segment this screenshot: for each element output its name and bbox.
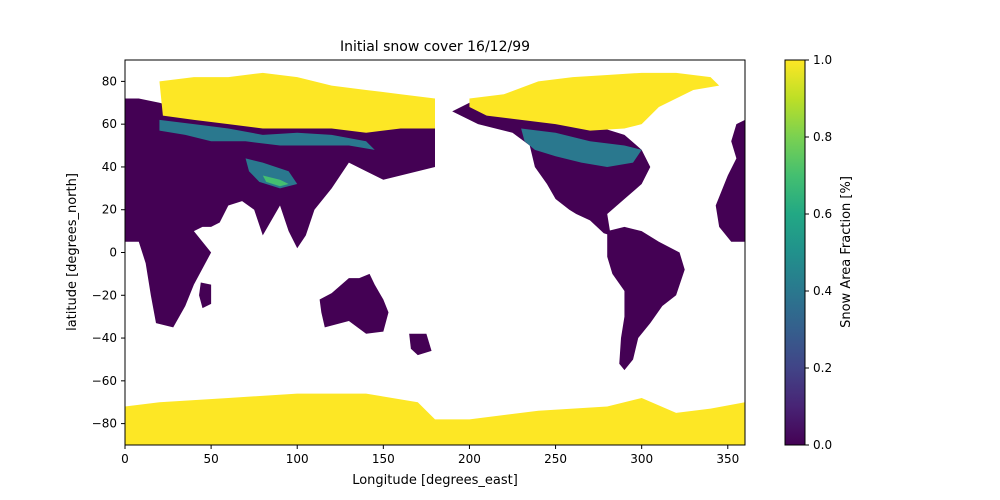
snow-region-13: [125, 393, 745, 445]
y-tick-label: −80: [92, 417, 117, 431]
colorbar-tick-label: 0.0: [813, 438, 832, 452]
snow-region-7: [159, 119, 375, 150]
colorbar-tick-label: 1.0: [813, 53, 832, 67]
snow-region-6: [199, 282, 212, 309]
colorbar-ticks: 0.0 0.2 0.4 0.6 0.8 1.0: [805, 53, 832, 452]
y-axis-label: latitude [degrees_north]: [65, 173, 80, 331]
colorbar-tick-label: 0.6: [813, 207, 832, 221]
y-tick-label: 60: [102, 117, 117, 131]
y-tick-label: −60: [92, 374, 117, 388]
chart-title: Initial snow cover 16/12/99: [340, 39, 530, 55]
snow-region-4: [715, 119, 745, 242]
x-tick-label: 0: [121, 452, 129, 466]
y-tick-label: −40: [92, 331, 117, 345]
colorbar-tick-label: 0.8: [813, 130, 832, 144]
snow-region-8: [245, 158, 298, 189]
snow-region-5: [409, 333, 432, 356]
x-tick-label: 50: [203, 452, 218, 466]
y-tick-label: 80: [102, 74, 117, 88]
snow-region-11: [159, 72, 435, 133]
y-tick-label: −20: [92, 288, 117, 302]
x-tick-label: 350: [716, 452, 739, 466]
y-tick-label: 20: [102, 203, 117, 217]
snow-region-0: [125, 87, 435, 328]
x-tick-label: 150: [372, 452, 395, 466]
colorbar-label: Snow Area Fraction [%]: [839, 176, 854, 328]
snow-field: [125, 72, 745, 445]
x-axis-ticks: 0 50 100 150 200 250 300 350: [121, 445, 739, 466]
x-axis-label: Longitude [degrees_east]: [352, 473, 518, 488]
snow-region-1: [319, 273, 389, 334]
snow-region-9: [521, 128, 642, 167]
x-tick-label: 200: [458, 452, 481, 466]
x-tick-label: 300: [630, 452, 653, 466]
snow-region-12: [469, 72, 720, 131]
y-tick-label: 40: [102, 160, 117, 174]
x-tick-label: 100: [286, 452, 309, 466]
x-tick-label: 250: [544, 452, 567, 466]
colorbar-tick-label: 0.2: [813, 361, 832, 375]
snow-region-10: [262, 175, 289, 187]
colorbar: [784, 59, 806, 446]
colorbar-tick-label: 0.4: [813, 284, 832, 298]
y-tick-label: 0: [109, 246, 117, 260]
y-axis-ticks: −80 −60 −40 −20 0 20 40 60 80: [92, 74, 125, 431]
snow-region-2: [452, 102, 651, 236]
snow-region-3: [607, 226, 685, 371]
